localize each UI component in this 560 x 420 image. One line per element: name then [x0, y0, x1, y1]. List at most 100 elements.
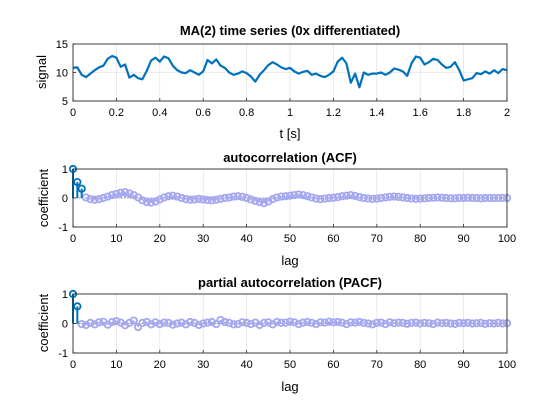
stem-marker	[151, 197, 160, 206]
acf-x-label: lag	[281, 253, 298, 268]
stem-marker	[294, 319, 303, 329]
stem-marker	[216, 194, 225, 203]
stem-marker	[255, 320, 264, 330]
stem-marker	[337, 192, 347, 201]
stem-marker	[398, 318, 407, 328]
stem-marker	[220, 193, 229, 203]
acf-y-tick-labels: -1 0 1	[58, 164, 68, 234]
stem-marker	[416, 319, 425, 328]
stem-marker	[220, 317, 229, 327]
stem-marker	[164, 192, 173, 201]
stem-marker	[324, 193, 334, 203]
stem-marker	[177, 318, 186, 327]
y-tick-label: 15	[56, 39, 68, 51]
stem-marker	[186, 195, 195, 204]
stem-marker	[489, 193, 499, 203]
stem-marker	[73, 302, 82, 311]
stem-marker	[364, 319, 373, 328]
stem-marker	[390, 192, 399, 201]
stem-marker	[459, 319, 468, 328]
stem-marker	[385, 318, 394, 327]
stem-marker	[342, 319, 351, 329]
stem-marker	[229, 192, 238, 201]
stem-marker	[377, 318, 386, 327]
stem-marker	[403, 193, 412, 203]
stem-marker	[168, 191, 177, 200]
stem-marker	[107, 191, 117, 200]
stem-marker	[385, 192, 394, 201]
x-tick-label: 1.2	[326, 107, 341, 119]
stem-marker	[420, 194, 429, 203]
stem-marker	[73, 177, 82, 187]
stem-marker	[455, 193, 464, 203]
stem-marker	[489, 319, 499, 328]
stem-marker	[155, 319, 164, 329]
x-tick-label: 80	[414, 233, 426, 245]
stem-marker	[116, 188, 125, 197]
stem-marker	[320, 194, 329, 203]
stem-marker	[259, 199, 269, 208]
x-tick-label: 40	[240, 359, 252, 371]
stem-marker	[346, 318, 355, 327]
x-tick-label: 10	[110, 233, 122, 245]
stem-marker	[463, 318, 473, 328]
stem-marker	[320, 318, 329, 327]
stem-marker	[368, 320, 377, 329]
x-tick-label: 0	[70, 359, 76, 371]
stem-marker	[94, 195, 104, 204]
stem-marker	[403, 319, 412, 328]
x-tick-label: 70	[371, 233, 383, 245]
stem-marker	[381, 193, 390, 202]
stem-marker	[303, 192, 312, 201]
stem-marker	[485, 193, 494, 203]
stem-marker	[86, 195, 95, 204]
stem-marker	[316, 318, 325, 327]
stem-marker	[311, 319, 321, 329]
stem-marker	[442, 193, 451, 203]
panel-acf: autocorrelation (ACF) 0 10 20 30 40 50 60 70 80 9…	[36, 150, 516, 268]
stem-marker	[285, 317, 295, 326]
stem-marker	[424, 319, 433, 328]
stem-marker	[77, 184, 86, 193]
stem-marker	[307, 193, 316, 202]
stem-marker	[190, 195, 199, 204]
y-tick-label: 0	[62, 319, 68, 331]
x-tick-label: 1.6	[413, 107, 428, 119]
stem-marker	[355, 317, 364, 327]
stem-marker	[481, 193, 490, 203]
stem-marker	[485, 319, 494, 328]
x-tick-label: 0.4	[152, 107, 167, 119]
stem-marker	[212, 195, 221, 204]
series-title: MA(2) time series (0x differentiated)	[180, 23, 400, 38]
stem-marker	[342, 191, 351, 200]
stem-marker	[394, 318, 403, 327]
stem-marker	[173, 319, 182, 328]
stem-marker	[359, 318, 368, 328]
stem-marker	[242, 318, 251, 328]
stem-marker	[337, 318, 347, 327]
stem-marker	[103, 192, 112, 201]
stem-marker	[203, 195, 212, 205]
stem-marker	[311, 194, 321, 203]
stem-marker	[298, 318, 308, 327]
stem-marker	[333, 317, 342, 327]
x-tick-label: 0.2	[109, 107, 124, 119]
stem-marker	[333, 193, 342, 202]
x-tick-label: 1.4	[369, 107, 384, 119]
stem-marker	[134, 322, 143, 332]
stem-marker	[437, 319, 446, 328]
stem-marker	[481, 319, 490, 328]
stem-marker	[168, 320, 177, 329]
stem-marker	[394, 192, 403, 201]
stem-marker	[298, 191, 308, 200]
stem-marker	[151, 318, 160, 327]
stem-marker	[459, 193, 468, 203]
series-y-tick-labels: 5 10 15	[56, 39, 68, 108]
stem-marker	[138, 318, 147, 328]
stem-marker	[194, 194, 203, 203]
stem-marker	[264, 318, 273, 327]
stem-marker	[433, 193, 442, 202]
stem-marker	[446, 194, 455, 203]
stem-marker	[212, 319, 221, 329]
signal-line	[72, 54, 508, 89]
